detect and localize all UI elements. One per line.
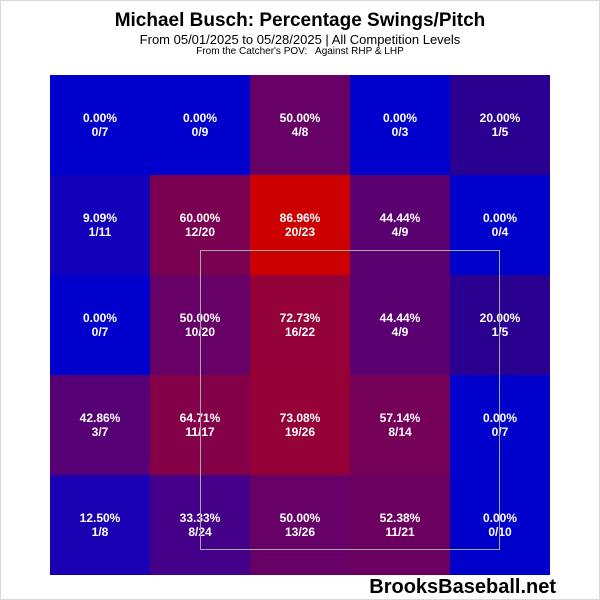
heatmap-cell: 12.50% 1/8 [50,475,150,575]
cell-ratio: 4/9 [391,225,409,239]
cell-percentage: 57.14% [379,411,421,425]
heatmap-cell: 20.00% 1/5 [450,275,550,375]
heatmap-cell: 57.14% 8/14 [350,375,450,475]
cell-ratio: 20/23 [284,225,316,239]
cell-percentage: 50.00% [279,511,321,525]
cell-percentage: 44.44% [379,311,421,325]
heatmap-cell: 50.00% 4/8 [250,75,350,175]
heatmap-cell: 52.38% 11/21 [350,475,450,575]
heatmap-cell: 44.44% 4/9 [350,275,450,375]
heatmap-cell: 86.96% 20/23 [250,175,350,275]
heatmap-cell: 50.00% 13/26 [250,475,350,575]
cell-ratio: 10/20 [184,325,216,339]
cell-ratio: 8/14 [388,425,412,439]
cell-ratio: 8/24 [188,525,212,539]
heatmap-cell: 0.00% 0/10 [450,475,550,575]
cell-ratio: 4/8 [291,125,309,139]
heatmap-cell: 0.00% 0/7 [450,375,550,475]
heatmap-cell: 64.71% 11/17 [150,375,250,475]
cell-ratio: 19/26 [284,425,316,439]
heatmap-cell: 9.09% 1/11 [50,175,150,275]
chart-pov-note: From the Catcher's POV: Against RHP & LH… [196,46,404,57]
cell-ratio: 0/7 [491,425,509,439]
cell-ratio: 0/3 [391,125,409,139]
heatmap-cell: 0.00% 0/7 [50,275,150,375]
cell-ratio: 11/21 [385,525,415,539]
chart-subtitle: From 05/01/2025 to 05/28/2025 | All Comp… [139,32,461,47]
cell-percentage: 50.00% [179,311,221,325]
cell-percentage: 9.09% [82,211,118,225]
cell-percentage: 60.00% [179,211,221,225]
cell-ratio: 16/22 [284,325,316,339]
cell-ratio: 1/5 [491,325,509,339]
cell-percentage: 50.00% [279,111,321,125]
heatmap-cell: 33.33% 8/24 [150,475,250,575]
cell-ratio: 1/11 [88,225,112,239]
heatmap-cell: 0.00% 0/4 [450,175,550,275]
heatmap-cell: 42.86% 3/7 [50,375,150,475]
cell-percentage: 73.08% [279,411,321,425]
cell-percentage: 0.00% [82,311,118,325]
cell-ratio: 0/4 [491,225,509,239]
cell-ratio: 1/8 [91,525,109,539]
heatmap-cell: 73.08% 19/26 [250,375,350,475]
cell-percentage: 0.00% [482,211,518,225]
cell-ratio: 13/26 [284,525,316,539]
cell-percentage: 0.00% [382,111,418,125]
cell-percentage: 20.00% [479,111,521,125]
cell-ratio: 12/20 [184,225,216,239]
cell-percentage: 72.73% [279,311,321,325]
heatmap-cell: 50.00% 10/20 [150,275,250,375]
cell-percentage: 52.38% [379,511,421,525]
cell-ratio: 3/7 [91,425,109,439]
heatmap-cell: 20.00% 1/5 [450,75,550,175]
heatmap-cell: 60.00% 12/20 [150,175,250,275]
cell-ratio: 1/5 [491,125,509,139]
cell-percentage: 0.00% [182,111,218,125]
cell-percentage: 0.00% [82,111,118,125]
cell-percentage: 12.50% [79,511,121,525]
chart-title: Michael Busch: Percentage Swings/Pitch [114,10,486,31]
cell-percentage: 44.44% [379,211,421,225]
cell-ratio: 11/17 [185,425,215,439]
cell-percentage: 0.00% [482,411,518,425]
cell-percentage: 86.96% [279,211,321,225]
heatmap-cell: 0.00% 0/9 [150,75,250,175]
heatmap-cell: 44.44% 4/9 [350,175,450,275]
cell-percentage: 33.33% [179,511,221,525]
heatmap-cell: 0.00% 0/7 [50,75,150,175]
cell-percentage: 42.86% [79,411,121,425]
heatmap-cell: 72.73% 16/22 [250,275,350,375]
brand-watermark: BrooksBaseball.net [369,576,556,598]
cell-percentage: 64.71% [179,411,221,425]
cell-ratio: 0/7 [91,325,109,339]
cell-ratio: 0/7 [91,125,109,139]
cell-ratio: 0/10 [488,525,512,539]
cell-percentage: 20.00% [479,311,521,325]
cell-ratio: 0/9 [191,125,209,139]
heatmap-cell: 0.00% 0/3 [350,75,450,175]
cell-ratio: 4/9 [391,325,409,339]
heatmap-grid: 0.00% 0/7 0.00% 0/9 50.00% 4/8 0.00% 0/3 20.00% 1… [50,75,550,575]
cell-percentage: 0.00% [482,511,518,525]
